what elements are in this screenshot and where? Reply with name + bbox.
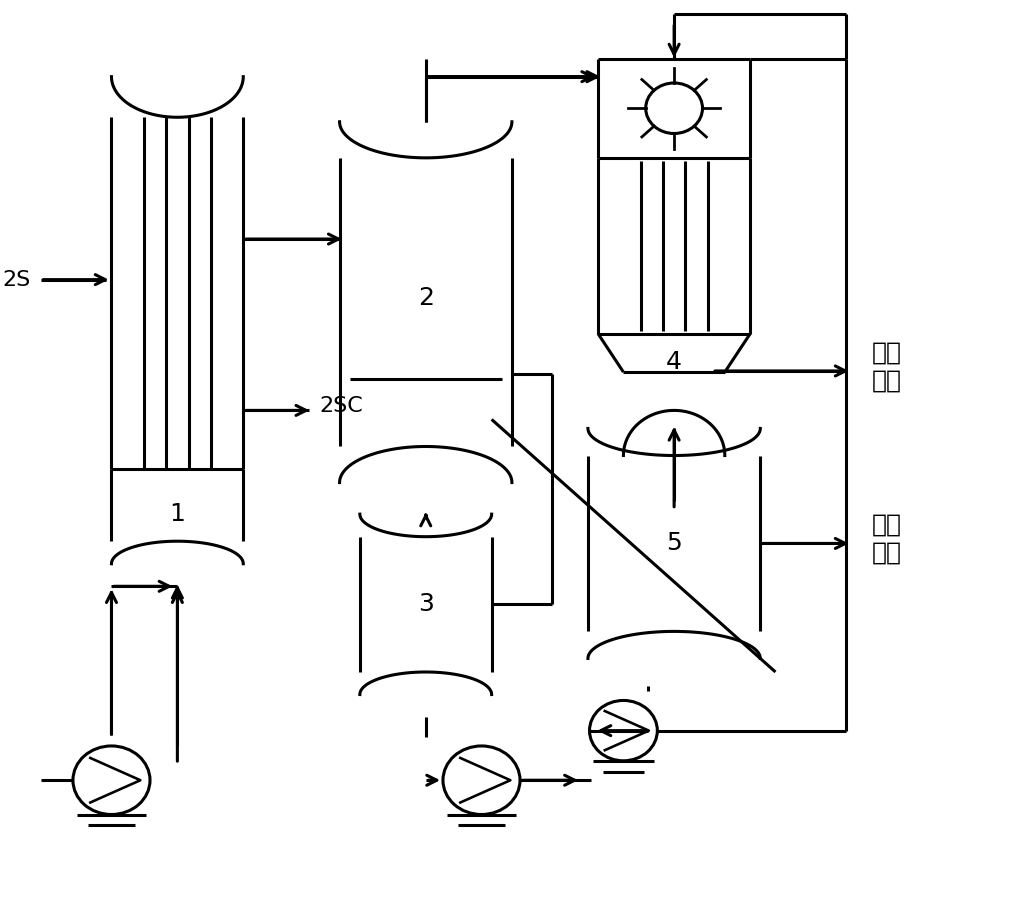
Text: 5: 5 xyxy=(666,531,682,556)
Text: 3: 3 xyxy=(418,593,433,616)
Text: 1: 1 xyxy=(170,502,185,526)
Text: 4: 4 xyxy=(666,350,682,374)
Text: 2S: 2S xyxy=(2,270,30,290)
Text: 2SC: 2SC xyxy=(320,396,363,416)
Text: 真空
系统: 真空 系统 xyxy=(872,341,902,392)
Text: 稀醒
回收: 稀醒 回收 xyxy=(872,513,902,565)
Text: 2: 2 xyxy=(418,286,433,309)
